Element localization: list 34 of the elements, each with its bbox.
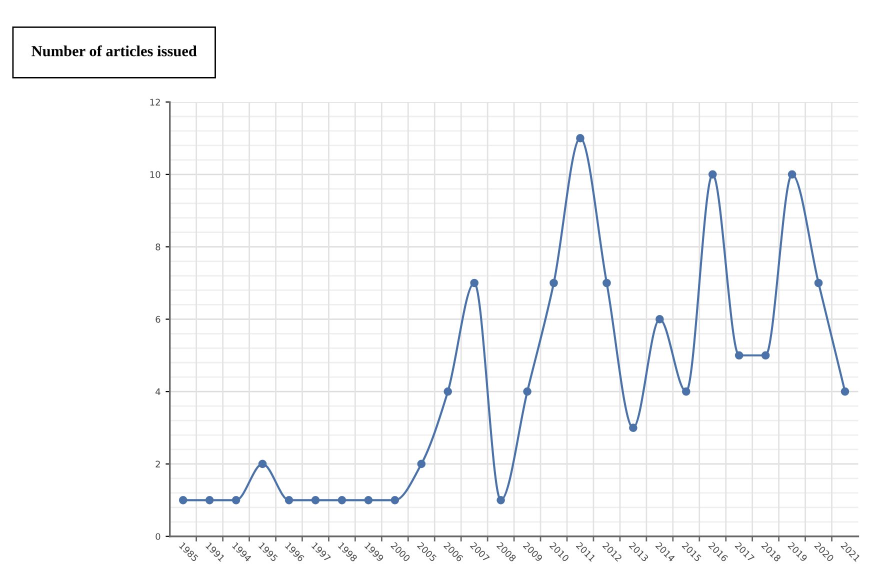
- chart-title: Number of articles issued: [32, 45, 197, 56]
- point: [284, 496, 294, 504]
- point: [444, 387, 452, 396]
- point: [840, 387, 850, 396]
- point: [417, 460, 426, 468]
- point: [338, 496, 346, 504]
- y-tick-label: 10: [150, 171, 160, 178]
- point: [682, 387, 690, 396]
- point: [761, 351, 770, 360]
- point: [814, 278, 823, 288]
- y-tick-label: 6: [156, 316, 160, 323]
- point: [523, 387, 532, 396]
- point: [470, 278, 479, 288]
- point: [629, 424, 638, 432]
- point: [258, 460, 267, 468]
- y-tick-label: 12: [150, 98, 160, 106]
- y-tick-label: 2: [156, 460, 160, 468]
- point: [788, 170, 796, 179]
- point: [496, 496, 505, 504]
- point: [734, 351, 744, 360]
- point: [602, 278, 611, 288]
- point: [708, 170, 717, 179]
- point: [390, 496, 400, 504]
- point: [550, 278, 558, 288]
- point: [364, 496, 373, 504]
- y-tick-label: 0: [156, 533, 160, 540]
- point: [311, 496, 320, 504]
- point: [205, 496, 214, 504]
- y-tick-label: 8: [156, 244, 160, 250]
- point: [178, 496, 188, 504]
- y-tick-label: 4: [156, 388, 160, 396]
- point: [232, 496, 240, 504]
- point: [656, 315, 664, 324]
- point: [576, 134, 584, 142]
